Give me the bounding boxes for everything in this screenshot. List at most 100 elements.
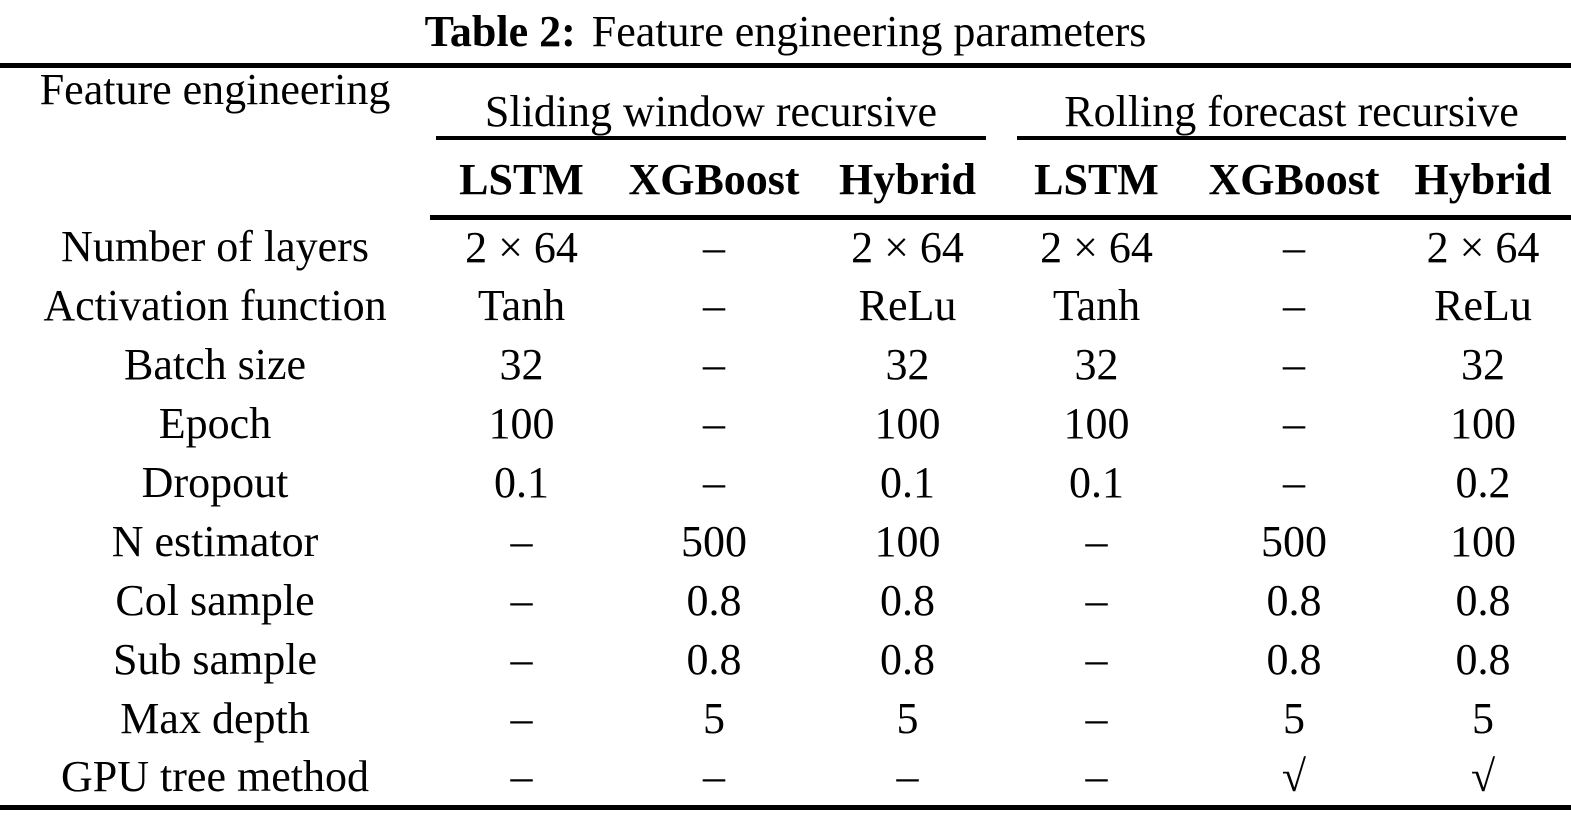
column-header-lstm-1: LSTM xyxy=(430,141,613,220)
cell-value: 5 xyxy=(1283,694,1305,743)
cell-value: – xyxy=(703,340,725,389)
row-label: Max depth xyxy=(120,694,310,743)
table-caption: Table 2: Feature engineering parameters xyxy=(0,0,1571,63)
column-header-hybrid-2: Hybrid xyxy=(1395,141,1571,220)
cell-value: 100 xyxy=(874,399,941,448)
cell-value: 0.1 xyxy=(880,458,935,507)
model-header-row: LSTM XGBoost Hybrid LSTM XGBoost Hybrid xyxy=(0,141,1571,220)
group-header-rolling-forecast: Rolling forecast recursive xyxy=(1000,66,1571,142)
column-header-lstm-2: LSTM xyxy=(1000,141,1193,220)
cell-value: 100 xyxy=(488,399,555,448)
group-header-sliding-window-label: Sliding window recursive xyxy=(436,68,986,140)
table-row: Dropout 0.1 – 0.1 0.1 – 0.2 xyxy=(0,454,1571,513)
cell-value: – xyxy=(1085,635,1108,684)
table-header: Feature engineering Sliding window recur… xyxy=(0,66,1571,220)
cell-value: – xyxy=(510,694,533,743)
cell-value: ReLu xyxy=(858,281,957,330)
cell-value: – xyxy=(510,517,533,566)
cell-value: 0.1 xyxy=(1069,458,1124,507)
cell-value: – xyxy=(703,223,725,273)
table-row: Sub sample – 0.8 0.8 – 0.8 0.8 xyxy=(0,631,1571,690)
table-row: Activation function Tanh – ReLu Tanh – ReLu xyxy=(0,277,1571,336)
row-label: Number of layers xyxy=(61,222,369,271)
cell-value: – xyxy=(703,458,725,507)
cell-value: 2 × 64 xyxy=(1426,223,1540,273)
row-label: GPU tree method xyxy=(61,751,369,801)
row-label: Epoch xyxy=(158,399,272,448)
row-label: Sub sample xyxy=(112,635,318,684)
cell-value: – xyxy=(1283,223,1305,273)
cell-value: 0.8 xyxy=(1266,576,1322,625)
feature-engineering-table: Feature engineering Sliding window recur… xyxy=(0,63,1571,810)
cell-value: Tanh xyxy=(1052,281,1141,330)
cell-value: – xyxy=(896,751,919,801)
table-row: Max depth – 5 5 – 5 5 xyxy=(0,690,1571,749)
cell-value: – xyxy=(1085,576,1108,625)
cell-value: 0.8 xyxy=(1455,635,1511,684)
cell-value: 32 xyxy=(1074,340,1119,389)
cell-value: 0.8 xyxy=(880,635,935,684)
cell-value: – xyxy=(510,635,533,684)
cell-value: – xyxy=(1283,399,1305,448)
cell-value: √ xyxy=(1470,751,1496,801)
cell-value: 2 × 64 xyxy=(465,223,578,273)
corner-header: Feature engineering xyxy=(39,65,391,114)
cell-value: 0.8 xyxy=(1455,576,1511,625)
table-caption-text: Feature engineering parameters xyxy=(591,7,1147,56)
table-row: Col sample – 0.8 0.8 – 0.8 0.8 xyxy=(0,572,1571,631)
cell-value: 500 xyxy=(681,517,747,566)
cell-value: 0.8 xyxy=(686,635,742,684)
cell-value: – xyxy=(703,281,725,330)
cell-value: 500 xyxy=(1261,517,1327,566)
cell-value: 0.8 xyxy=(1266,635,1322,684)
column-header-xgboost-1: XGBoost xyxy=(613,141,815,220)
cell-value: – xyxy=(703,399,725,448)
cell-value: 100 xyxy=(1450,517,1517,566)
column-header-xgboost-2: XGBoost xyxy=(1193,141,1395,220)
cell-value: 32 xyxy=(499,340,544,389)
cell-value: 32 xyxy=(885,340,930,389)
table-row: Epoch 100 – 100 100 – 100 xyxy=(0,395,1571,454)
cell-value: Tanh xyxy=(477,281,566,330)
cell-value: 100 xyxy=(1063,399,1130,448)
row-label: Activation function xyxy=(43,281,387,330)
cell-value: 2 × 64 xyxy=(1040,223,1153,273)
row-label: Col sample xyxy=(115,576,315,625)
cell-value: 0.8 xyxy=(686,576,742,625)
cell-value: – xyxy=(1085,694,1108,743)
group-header-row: Feature engineering Sliding window recur… xyxy=(0,66,1571,142)
cell-value: – xyxy=(510,576,533,625)
row-label: Dropout xyxy=(141,458,289,507)
cell-value: 0.1 xyxy=(494,458,549,507)
cell-value: 0.2 xyxy=(1455,458,1511,507)
cell-value: – xyxy=(703,751,725,801)
cell-value: – xyxy=(1085,517,1108,566)
table-row: Number of layers 2 × 64 – 2 × 64 2 × 64 – 2 × … xyxy=(0,218,1571,277)
cell-value: ReLu xyxy=(1434,281,1532,330)
row-label: N estimator xyxy=(111,517,319,566)
table-row: Batch size 32 – 32 32 – 32 xyxy=(0,336,1571,395)
cell-value: – xyxy=(1283,458,1305,507)
cell-value: – xyxy=(510,751,533,801)
table-caption-label: Table 2: xyxy=(424,7,576,56)
cell-value: – xyxy=(1085,751,1108,801)
cell-value: 5 xyxy=(703,694,725,743)
cell-value: 100 xyxy=(874,517,941,566)
cell-value: – xyxy=(1283,281,1305,330)
cell-value: 5 xyxy=(896,694,919,743)
table-row: GPU tree method – – – – √ √ xyxy=(0,749,1571,808)
cell-value: 0.8 xyxy=(880,576,935,625)
column-header-hybrid-1: Hybrid xyxy=(815,141,1000,220)
cell-value: 100 xyxy=(1450,399,1517,448)
cell-value: √ xyxy=(1281,751,1307,801)
row-label: Batch size xyxy=(123,340,307,389)
cell-value: 32 xyxy=(1461,340,1506,389)
group-header-rolling-forecast-label: Rolling forecast recursive xyxy=(1017,68,1567,140)
group-header-sliding-window: Sliding window recursive xyxy=(430,66,1000,142)
cell-value: 5 xyxy=(1472,694,1495,743)
table-body: Number of layers 2 × 64 – 2 × 64 2 × 64 – 2 × … xyxy=(0,218,1571,808)
cell-value: – xyxy=(1283,340,1305,389)
table-row: N estimator – 500 100 – 500 100 xyxy=(0,513,1571,572)
cell-value: 2 × 64 xyxy=(851,223,964,273)
